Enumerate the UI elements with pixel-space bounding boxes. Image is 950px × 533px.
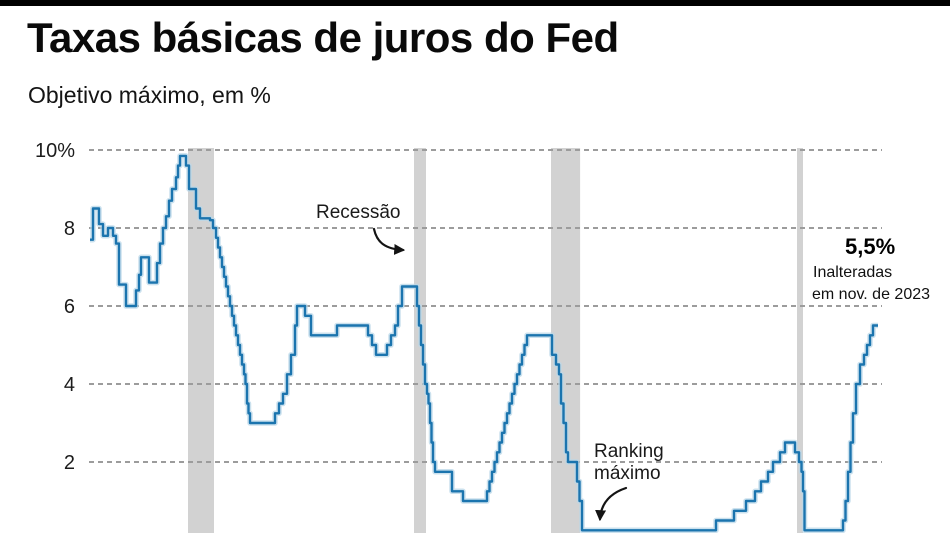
y-tick-label: 10%	[35, 140, 75, 162]
recession-band	[797, 148, 803, 533]
recession-label: Recessão	[316, 202, 401, 223]
y-tick-label: 4	[64, 374, 75, 396]
current-rate-value: 5,5%	[845, 234, 896, 259]
y-tick-label: 6	[64, 296, 75, 318]
chart-subtitle: Objetivo máximo, em %	[28, 82, 271, 108]
ranking-max-label: Ranking máximo	[594, 441, 664, 485]
ranking-max-line2: máximo	[594, 463, 661, 484]
y-tick-label: 8	[64, 218, 75, 240]
top-black-bar	[0, 0, 950, 6]
current-rate-note-line1: Inalteradas	[813, 264, 893, 281]
rate-line	[90, 154, 878, 532]
y-tick-label: 2	[64, 452, 75, 474]
chart-title: Taxas básicas de juros do Fed	[27, 14, 619, 61]
ranking-max-line1: Ranking	[594, 441, 664, 462]
current-rate-note-line2: em nov. de 2023	[812, 286, 931, 303]
recession-band	[188, 148, 214, 533]
